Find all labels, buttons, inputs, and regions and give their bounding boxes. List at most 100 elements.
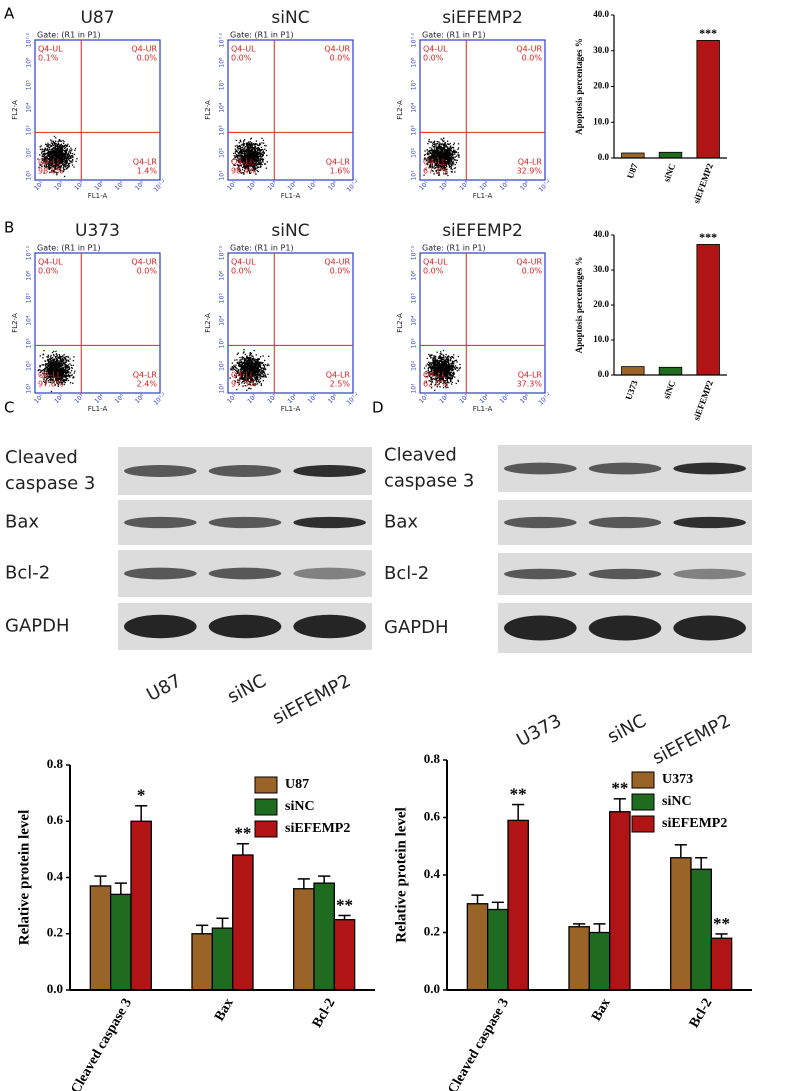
dot (238, 151, 241, 153)
dot (46, 374, 48, 376)
dot (234, 152, 236, 154)
dot (55, 373, 57, 375)
dot (257, 360, 259, 362)
dot (51, 369, 53, 371)
dot (65, 150, 67, 152)
dot (260, 367, 262, 369)
dot (58, 376, 61, 378)
dot (452, 152, 454, 154)
dot (66, 365, 68, 367)
dot (59, 151, 62, 153)
dot (54, 155, 56, 157)
dot (75, 160, 77, 163)
dot (47, 365, 50, 368)
dot (51, 374, 53, 376)
dot (455, 382, 457, 385)
dot (55, 369, 57, 371)
dot (260, 154, 262, 156)
dot (244, 163, 246, 165)
dot (257, 149, 259, 151)
quadrant-name: Q4-UL (231, 45, 256, 54)
dot (67, 157, 70, 159)
dot (65, 379, 68, 382)
quadrant-value: 2.5% (330, 380, 351, 389)
dot (257, 151, 259, 154)
dot (451, 169, 453, 171)
dot (59, 357, 62, 360)
dot (241, 372, 243, 374)
dot (252, 151, 254, 153)
dot (247, 380, 249, 382)
dot (447, 381, 449, 383)
dot (56, 371, 59, 373)
dot (430, 151, 432, 154)
dot (63, 354, 65, 356)
dot (59, 149, 61, 151)
dot (265, 149, 267, 152)
dot (258, 156, 260, 158)
dot (63, 371, 65, 374)
dot (58, 157, 60, 159)
dot (251, 357, 254, 360)
dot (64, 158, 66, 160)
dot (242, 142, 245, 144)
x-tick-label: 10⁶ (519, 180, 531, 192)
dot (257, 364, 259, 366)
dot (446, 173, 448, 175)
dot (428, 165, 431, 168)
dot (449, 152, 451, 155)
dot (72, 153, 74, 155)
dot (62, 149, 64, 151)
dot (258, 163, 260, 166)
dot (261, 163, 263, 166)
dot (65, 375, 68, 377)
dot (233, 158, 235, 160)
dot (441, 361, 443, 364)
dot (250, 144, 252, 147)
dot (249, 384, 251, 386)
dot (245, 362, 247, 365)
dot (257, 149, 260, 151)
dot (53, 152, 55, 154)
dot (250, 151, 252, 153)
dot (66, 161, 68, 163)
dot (50, 374, 52, 376)
dot (245, 150, 248, 152)
dot (49, 164, 51, 166)
dot (61, 152, 63, 154)
dot (43, 158, 46, 160)
dot (55, 378, 57, 380)
dot (59, 153, 61, 155)
dot (449, 160, 451, 162)
dot (439, 163, 441, 165)
dot (248, 359, 250, 361)
dot (65, 364, 67, 366)
dot (452, 147, 455, 149)
dot (254, 364, 256, 366)
dot (241, 380, 244, 383)
dot (443, 153, 445, 155)
dot (62, 145, 65, 147)
dot (257, 375, 259, 377)
dot (54, 363, 56, 365)
dot (60, 356, 63, 358)
dot (249, 153, 251, 155)
dot (51, 154, 53, 156)
dot (429, 166, 432, 168)
dot (252, 168, 254, 170)
dot (243, 154, 246, 156)
dot (453, 159, 455, 161)
dot (431, 153, 433, 155)
dot (451, 356, 453, 358)
dot (255, 173, 257, 175)
dot (63, 153, 65, 155)
dot (254, 366, 256, 368)
dot (54, 144, 56, 146)
dot (51, 161, 53, 163)
dot (263, 365, 266, 367)
dot (431, 161, 433, 163)
dot (445, 164, 448, 166)
dot (263, 375, 265, 377)
dot (260, 165, 262, 168)
dot (48, 159, 50, 161)
